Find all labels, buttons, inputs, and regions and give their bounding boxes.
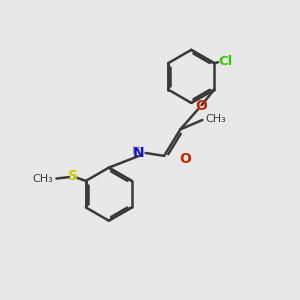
- Text: O: O: [195, 99, 207, 113]
- Text: CH₃: CH₃: [33, 174, 53, 184]
- Text: H: H: [132, 146, 141, 156]
- Text: CH₃: CH₃: [205, 114, 226, 124]
- Text: N: N: [133, 146, 144, 160]
- Text: O: O: [179, 152, 191, 166]
- Text: S: S: [68, 169, 78, 183]
- Text: Cl: Cl: [219, 55, 233, 68]
